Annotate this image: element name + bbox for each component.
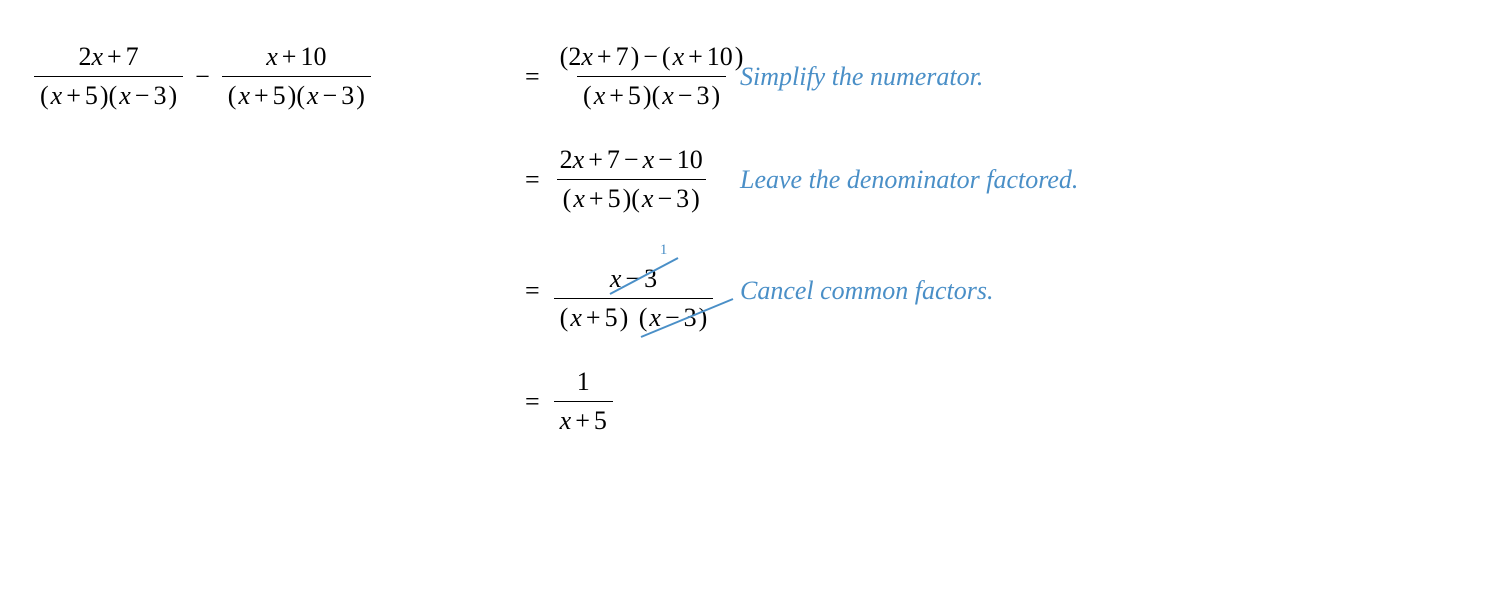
frac-2r: 2x+7−x−10 (x+5)(x−3) bbox=[554, 143, 709, 216]
equals-1: = bbox=[525, 62, 540, 92]
frac-1r: (2x+7)−(x+10) (x+5)(x−3) bbox=[554, 40, 750, 113]
frac-1a-top: 2x+7 bbox=[72, 40, 144, 76]
cancel-bot: (x−3) bbox=[639, 303, 708, 333]
frac-4r-bot: x+5 bbox=[554, 401, 613, 438]
equals-2: = bbox=[525, 165, 540, 195]
frac-2r-top: 2x+7−x−10 bbox=[554, 143, 709, 179]
frac-3r-bot: (x+5) (x−3) bbox=[554, 298, 714, 335]
row1-left: 2x+7 (x+5)(x−3) − x+10 (x+5)(x−3) bbox=[30, 40, 475, 113]
cancel-top: x−3 1 bbox=[610, 264, 657, 294]
frac-1r-top: (2x+7)−(x+10) bbox=[554, 40, 750, 76]
row1-right: = (2x+7)−(x+10) (x+5)(x−3) bbox=[515, 40, 700, 113]
frac-1b: x+10 (x+5)(x−3) bbox=[222, 40, 371, 113]
annotation-2: Leave the denominator factored. bbox=[740, 165, 1140, 195]
frac-4r: 1 x+5 bbox=[554, 365, 613, 438]
frac-4r-top: 1 bbox=[571, 365, 596, 401]
math-derivation: 2x+7 (x+5)(x−3) − x+10 (x+5)(x−3) = (2x+… bbox=[30, 40, 1470, 438]
annotation-3: Cancel common factors. bbox=[740, 276, 1140, 306]
equals-4: = bbox=[525, 387, 540, 417]
row4-right: = 1 x+5 bbox=[515, 365, 700, 438]
cancel-one-label: 1 bbox=[660, 242, 668, 259]
frac-1a-bot: (x+5)(x−3) bbox=[34, 76, 183, 113]
frac-1b-top: x+10 bbox=[260, 40, 332, 76]
equals-3: = bbox=[525, 276, 540, 306]
frac-2r-bot: (x+5)(x−3) bbox=[557, 179, 706, 216]
frac-1r-bot: (x+5)(x−3) bbox=[577, 76, 726, 113]
frac-1a: 2x+7 (x+5)(x−3) bbox=[34, 40, 183, 113]
frac-3r: x−3 1 (x+5) (x−3) bbox=[554, 246, 714, 335]
minus-op: − bbox=[195, 62, 210, 92]
annotation-1: Simplify the numerator. bbox=[740, 62, 1140, 92]
row3-right: = x−3 1 (x+5) (x−3) bbox=[515, 246, 700, 335]
row2-right: = 2x+7−x−10 (x+5)(x−3) bbox=[515, 143, 700, 216]
frac-1b-bot: (x+5)(x−3) bbox=[222, 76, 371, 113]
frac-3r-top: x−3 1 bbox=[604, 246, 663, 298]
